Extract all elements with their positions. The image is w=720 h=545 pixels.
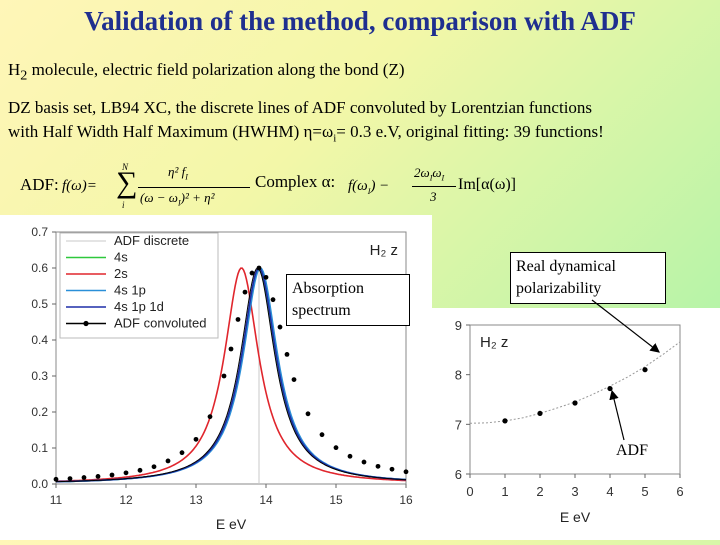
y-tick-label: 0.5 [31,297,48,311]
series-real-polarizability [469,341,681,424]
x-tick-label: 1 [501,484,508,499]
adf-convoluted-point [179,450,185,456]
adf-convoluted-point [249,270,255,276]
molecule-subscript: 2 [20,67,28,84]
absorption-chart-panel: 0.0 0.1 0.2 0.3 0.4 0.5 0.6 0.7 11 12 13 14 15 16 E eV… [0,215,432,540]
x-tick-label: 11 [50,493,63,507]
legend-label: 2s [114,266,128,281]
adf-convoluted-point [277,324,283,330]
adf-convoluted-point [95,474,101,479]
complex-alpha-formula: f(ωI) − 2ωIωI 3 Im[α(ω)] [348,165,516,204]
adf-convoluted-point [193,436,199,442]
adf-point [642,367,648,373]
real-polarizability-callout: Real dynamical polarizability [510,252,666,304]
adf-convoluted-point [235,317,241,322]
x-axis-label: E eV [560,509,591,525]
adf-point [537,410,543,417]
y-tick-label: 0.0 [31,477,48,491]
x-tick-label: 12 [119,493,133,507]
adf-convoluted-point [403,469,409,475]
adf-convoluted-point [207,414,213,420]
adf-label: ADF: [20,175,59,194]
adf-callout: ADF [612,440,653,462]
y-tick-label: 6 [455,467,462,482]
adf-point [572,400,578,406]
adf-convoluted-point [242,289,248,295]
method-description: DZ basis set, LB94 XC, the discrete line… [8,96,604,150]
y-tick-label: 9 [455,318,462,333]
complex-alpha-label: Complex α: [255,172,336,191]
adf-convoluted-point [389,466,395,472]
adf-convoluted-point [291,377,297,382]
legend-label: 4s 1p [114,283,146,298]
x-tick-label: 5 [641,484,648,499]
polarizability-chart: 6 7 8 9 0 1 2 3 4 5 6 E eV H₂ z [455,318,684,525]
method-line-a: DZ basis set, LB94 XC, the discrete line… [8,98,593,117]
y-tick-label: 0.7 [31,225,48,239]
plot-frame [55,231,407,485]
x-tick-label: 14 [259,493,273,507]
series-2s [55,267,406,483]
x-axis-label: E eV [216,516,247,532]
molecule-h: H [8,60,21,79]
legend-box [59,232,219,339]
x-tick-label: 16 [399,493,413,507]
y-tick-label: 0.6 [31,261,48,275]
adf-convoluted-point [284,352,290,357]
adf-convoluted-point [123,470,129,476]
adf-convoluted-point [151,464,157,470]
adf-convoluted-point [165,458,171,464]
adf-convoluted-point [81,475,87,480]
adf-convoluted-point [109,472,115,478]
x-tick-label: 2 [536,484,543,499]
chart-title: H₂ z [370,242,398,259]
adf-convoluted-point [137,467,143,473]
adf-formula: f(ω)= N ∑ i η² fI (ω − ωI)² + η² [62,162,252,216]
adf-convoluted-point [361,459,367,465]
y-tick-label: 0.4 [31,333,48,347]
legend-label: 4s 1p 1d [114,299,164,314]
adf-convoluted-point [270,297,276,303]
adf-point [502,418,508,424]
absorption-chart: 0.0 0.1 0.2 0.3 0.4 0.5 0.6 0.7 11 12 13 14 15 16 E eV… [31,225,413,532]
y-tick-label: 7 [455,417,462,432]
adf-convoluted-point [319,432,325,438]
chart-title: H₂ z [480,334,508,351]
legend-label: ADF convoluted [114,316,207,331]
y-tick-label: 8 [455,368,462,383]
adf-convoluted-point [263,274,269,280]
slide-title: Validation of the method, comparison wit… [84,6,636,36]
molecule-rest: molecule, electric field polarization al… [27,60,405,79]
adf-convoluted-point [305,411,311,417]
adf-convoluted-point [333,445,339,451]
polarizability-chart-panel: 6 7 8 9 0 1 2 3 4 5 6 E eV H₂ z [432,308,720,540]
absorption-spectrum-callout: Absorption spectrum [286,274,410,326]
legend-marker [83,320,89,327]
adf-convoluted-point [347,453,353,459]
x-tick-label: 15 [329,493,343,507]
adf-convoluted-point [228,346,234,352]
x-tick-label: 6 [676,484,683,499]
y-tick-label: 0.2 [31,405,48,419]
x-tick-label: 0 [466,484,473,499]
adf-convoluted-point [375,463,381,469]
adf-point [607,385,613,392]
legend-label: 4s [114,250,128,265]
x-tick-label: 4 [606,484,613,499]
adf-convoluted-point [53,476,59,482]
legend-label: ADF discrete [114,233,189,248]
adf-convoluted-point [221,373,227,379]
adf-convoluted-point [67,476,73,481]
series-adf-convoluted [55,267,407,483]
adf-convoluted-point [256,265,262,271]
y-tick-label: 0.1 [31,441,48,455]
method-line-b: with Half Width Half Maximum (HWHM) η=ωi… [8,122,604,145]
x-tick-label: 13 [189,493,203,507]
y-tick-label: 0.3 [31,369,48,383]
molecule-description: H2 molecule, electric field polarization… [8,60,405,84]
x-tick-label: 3 [571,484,578,499]
